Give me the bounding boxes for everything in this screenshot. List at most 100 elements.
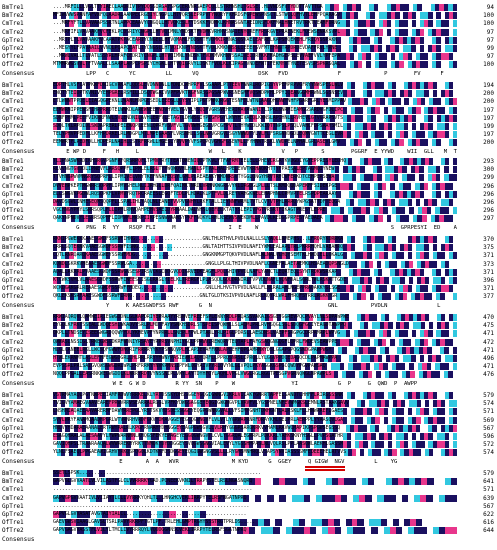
sequence-row: GpTre2 ESAGQHAALALAESAAVYLFWPWARNHNLKHQGS…	[0, 433, 497, 441]
conservation-shade	[201, 53, 206, 61]
conservation-shade	[448, 12, 454, 20]
conservation-shade	[106, 90, 111, 98]
conservation-shade	[211, 36, 216, 44]
conservation-shade	[347, 98, 353, 106]
sequence-name: BmTre2	[2, 478, 24, 486]
conservation-shade	[159, 82, 164, 89]
conservation-shade	[98, 61, 103, 69]
conservation-shade	[57, 106, 62, 114]
conservation-shade	[143, 20, 149, 28]
conservation-shade	[351, 98, 361, 106]
conservation-shade	[138, 82, 144, 89]
sequence-name: CmTre2	[2, 338, 24, 346]
conservation-shade	[139, 61, 144, 69]
conservation-shade	[193, 61, 202, 69]
conservation-shade	[395, 106, 405, 114]
conservation-shade	[142, 106, 148, 114]
conservation-shade	[97, 82, 103, 89]
conservation-shade	[89, 90, 99, 98]
conservation-shade	[184, 53, 190, 61]
residue-count: 100	[483, 20, 494, 28]
sequence-row: CmTre1 TTVHNGPWVMNGRYSQPRFLLIPMIVELVNYTKE…	[0, 174, 497, 182]
conservation-shade	[319, 36, 329, 44]
conservation-shade	[211, 4, 216, 11]
residue-count: 371	[483, 285, 494, 293]
sequence-text: EEMWRNIPPEWSFIHRPRRDTELWNKDLAREWNEEHNDVH…	[53, 106, 344, 113]
conservation-shade	[290, 36, 295, 44]
conservation-shade	[90, 45, 100, 52]
conservation-shade	[279, 61, 285, 69]
conservation-shade	[290, 4, 295, 11]
consensus-row: Consensus E A A WVR M KYD G GGEY Q GIGW …	[0, 458, 497, 466]
conservation-shade	[289, 114, 295, 122]
conservation-shade	[228, 114, 233, 122]
conservation-shade	[370, 20, 375, 28]
sequence-text: ESAGQHAALALAESAAVYLFWPWARNHNLKHQGSFEKYEP…	[53, 433, 344, 439]
conservation-shade	[85, 98, 90, 106]
conservation-shade	[386, 28, 392, 36]
conservation-shade	[53, 12, 58, 20]
conservation-shade	[416, 98, 421, 106]
sequence-row: OfTre1 EVPSSRLPRLSAIGVQWSGWGDRLWPLPRFRRKY…	[0, 363, 497, 371]
sequence-name: BmTre2	[2, 400, 24, 408]
conservation-shade	[388, 98, 393, 106]
sequence-name: GpTre2	[2, 511, 24, 518]
conservation-shade	[255, 4, 260, 11]
sequence-text: ..MEGYYLFPAVAAILVVNQLPQAPCEATLIYCNGSLLHT…	[53, 45, 338, 51]
sequence-text: NQQLPPGALLEASRNKWEGWGDDLKLWRRYRDTVYNSSNI…	[53, 371, 332, 378]
conservation-shade	[77, 28, 83, 36]
conservation-shade	[436, 12, 441, 20]
alignment-block: BmTre1 VSTRMAYAQLPGTNWPEEIAMFRDWVYRRKELKL…	[0, 392, 497, 471]
conservation-shade	[160, 12, 165, 20]
conservation-shade	[118, 20, 124, 28]
conservation-shade	[209, 12, 215, 20]
residue-count: 293	[483, 158, 494, 165]
conservation-shade	[375, 82, 384, 89]
conservation-shade	[85, 90, 91, 98]
residue-count: 371	[483, 252, 494, 260]
conservation-shade	[263, 53, 268, 61]
conservation-shade	[312, 12, 318, 20]
conservation-shade	[118, 90, 123, 98]
conservation-shade	[282, 45, 287, 52]
conservation-shade	[167, 82, 172, 89]
alignment-block: BmTre1 RRWIAQRQVLQAMWEIRIEGWGDDNLGLWAPDRI…	[0, 314, 497, 392]
conservation-shade	[160, 53, 165, 61]
conservation-shade	[230, 28, 235, 36]
sequence-name: GpTre1	[2, 346, 24, 354]
sequence-row: CmTre2 EEMWRNIPPEWSFIHRPRRDTELWNKDLAREWNE…	[0, 106, 497, 115]
conservation-shade	[332, 45, 337, 52]
conservation-shade	[444, 90, 450, 98]
conservation-shade	[448, 106, 454, 114]
conservation-shade	[439, 4, 445, 11]
conservation-shade	[143, 53, 149, 61]
conservation-shade	[283, 12, 289, 20]
sequence-text: GAPVGLGVVAATLVLVILASTFGLCLVVRRRKYGAD.PCN…	[53, 478, 253, 485]
conservation-shade	[174, 98, 179, 106]
conservation-shade	[142, 90, 148, 98]
sequence-shading	[53, 4, 458, 11]
conservation-shade	[399, 53, 404, 61]
sequence-name: CmTre2	[2, 182, 24, 190]
conservation-shade	[132, 4, 137, 11]
residue-count: 199	[483, 123, 494, 130]
conservation-shade	[395, 12, 400, 20]
conservation-shade	[189, 28, 194, 36]
conservation-shade	[325, 20, 330, 28]
residue-count: 100	[483, 61, 494, 69]
conservation-shade	[419, 61, 429, 69]
conservation-shade	[199, 82, 205, 89]
conservation-shade	[163, 106, 168, 114]
conservation-shade	[237, 4, 243, 11]
conservation-shade	[283, 53, 289, 61]
conservation-shade	[177, 36, 183, 44]
residue-count: 616	[483, 519, 494, 527]
conservation-shade	[367, 82, 372, 89]
conservation-shade	[351, 4, 357, 11]
conservation-shade	[186, 98, 191, 106]
conservation-shade	[228, 90, 233, 98]
consensus-sequence: G PNG R YY RSQP FLI M I E W S GPRPESYI E…	[53, 224, 457, 231]
conservation-shade	[350, 90, 356, 98]
conservation-shade	[285, 114, 290, 122]
conservation-shade	[223, 45, 229, 52]
